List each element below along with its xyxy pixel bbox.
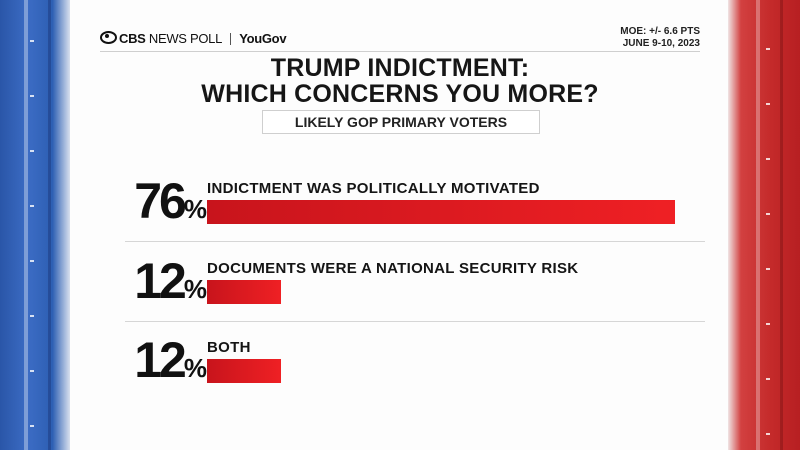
left-stripe [0,0,70,450]
stripe-dash [30,150,34,152]
bar [207,280,281,304]
yougov-logo-text: YouGov [239,31,287,46]
stripe-dash [766,268,770,270]
header-row: CBS NEWS POLL YouGov MOE: +/- 6.6 PTS JU… [100,26,700,50]
bar-row: 12% BOTH [125,335,705,415]
chart-title-line-1: TRUMP INDICTMENT: [270,54,530,82]
logo-news-poll-text: NEWS POLL [148,31,222,46]
stripe-dash [766,433,770,435]
row-divider [125,321,705,322]
value-label: 12% [125,256,207,314]
category-label: DOCUMENTS WERE A NATIONAL SECURITY RISK [207,260,579,277]
stripe-dash [766,158,770,160]
graphic-panel [70,0,728,450]
stripe-dash [766,48,770,50]
bar [207,200,675,224]
value-number: 12 [134,332,187,388]
percent-sign: % [183,274,207,304]
row-divider [125,241,705,242]
value-number: 12 [134,253,187,309]
cbs-news-poll-logo: CBS NEWS POLL YouGov [100,30,287,46]
poll-date: JUNE 9-10, 2023 [622,38,700,49]
value-label: 76% [125,176,207,234]
stripe-dash [30,205,34,207]
bar-row: 76% INDICTMENT WAS POLITICALLY MOTIVATED [125,176,705,256]
bar [207,359,281,383]
chart-title: TRUMP INDICTMENT: WHICH CONCERNS YOU MOR… [100,55,700,107]
stripe-dash [766,323,770,325]
stripe-dash [30,425,34,427]
category-label: BOTH [207,339,251,356]
stripe-dash [766,103,770,105]
stripe-dash [766,213,770,215]
chart-subtitle: LIKELY GOP PRIMARY VOTERS [262,110,540,134]
percent-sign: % [183,353,207,383]
stripe-dash [30,40,34,42]
moe-text: MOE: +/- 6.6 PTS [620,26,700,37]
value-label: 12% [125,335,207,393]
value-number: 76 [134,173,187,229]
right-stripe [728,0,800,450]
percent-sign: % [183,194,207,224]
stripe-dash [30,370,34,372]
category-label: INDICTMENT WAS POLITICALLY MOTIVATED [207,180,540,197]
stripe-dash [766,378,770,380]
poll-meta: MOE: +/- 6.6 PTS JUNE 9-10, 2023 [620,26,700,50]
cbs-eye-icon [100,31,117,44]
chart-title-line-2: WHICH CONCERNS YOU MORE? [201,80,599,108]
stripe-dash [30,95,34,97]
stripe-dash [30,315,34,317]
stripe-dash [30,260,34,262]
bar-row: 12% DOCUMENTS WERE A NATIONAL SECURITY RI… [125,256,705,336]
header-divider [100,51,700,52]
